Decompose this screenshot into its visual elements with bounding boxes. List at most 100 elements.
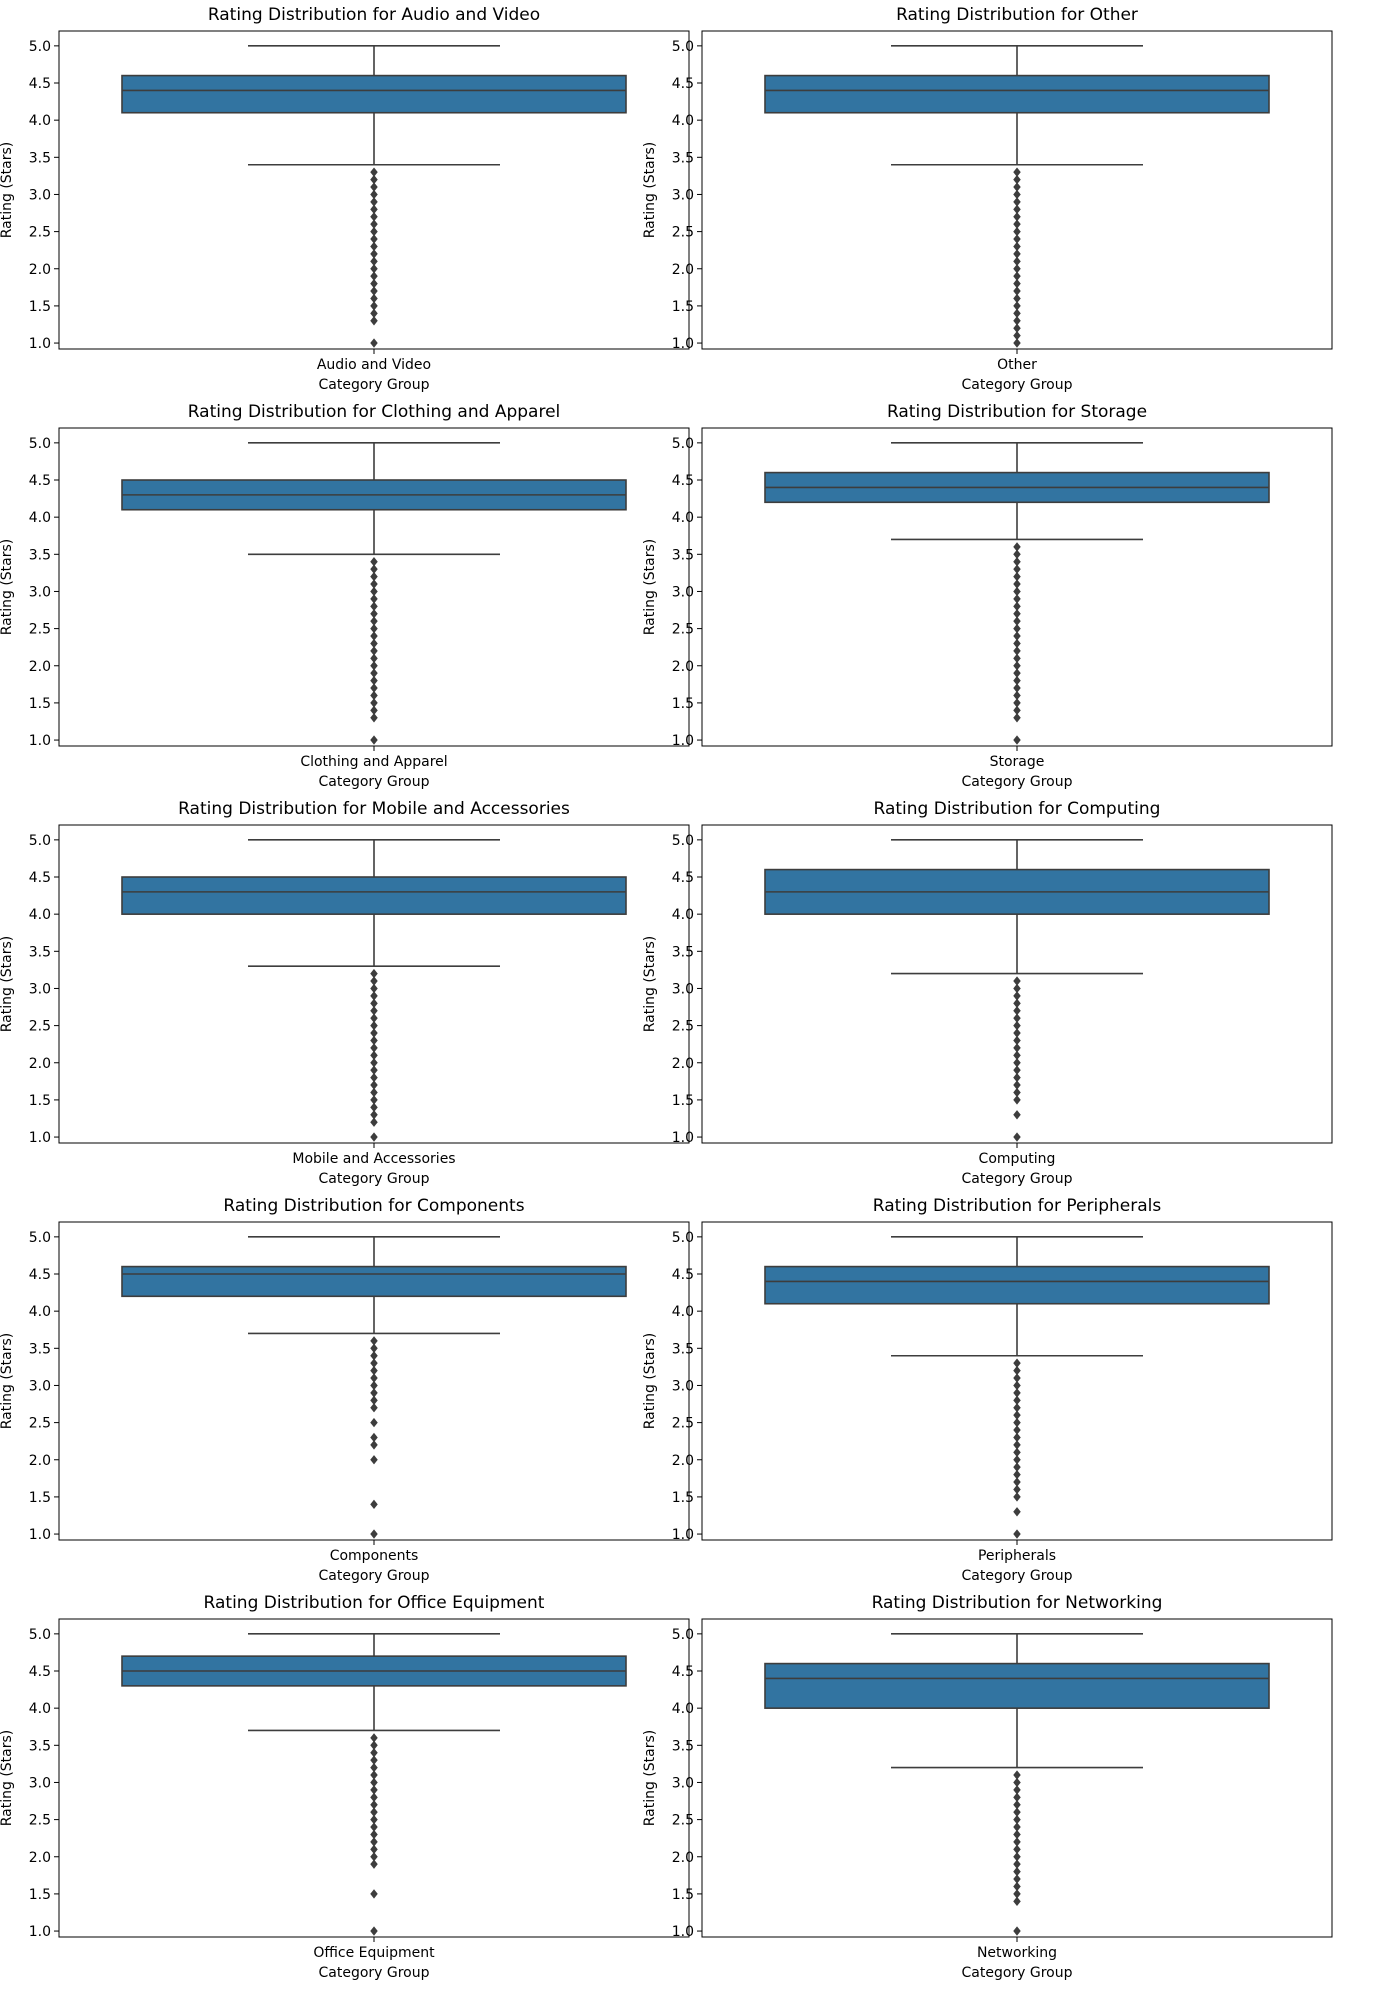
outlier-point [370,1065,378,1075]
outlier-point [1013,661,1021,671]
y-tick-label: 4.0 [672,113,694,129]
y-tick-label: 4.0 [672,510,694,526]
outlier-point [1013,1889,1021,1899]
outlier-point [370,968,378,979]
outlier-point [1013,1050,1021,1061]
outlier-point [1013,1395,1021,1406]
y-tick-label: 4.5 [672,1664,694,1680]
outlier-point [370,1013,378,1023]
x-axis-label: Category Group [961,377,1072,393]
outlier-point [1013,594,1021,604]
y-axis-label: Rating (Stars) [642,936,658,1033]
panel-title: Rating Distribution for Clothing and App… [188,402,561,422]
y-tick-label: 3.0 [672,1775,694,1791]
outlier-point [1013,1455,1021,1465]
outlier-point [370,983,378,994]
y-axis-label: Rating (Stars) [642,142,658,239]
outlier-point [370,1455,378,1465]
outlier-point [370,1365,378,1376]
boxplot-panel: Rating Distribution for Networking 1.0 1.5… [642,1593,1333,1981]
outlier-point [370,278,378,289]
outlier-point [1013,1507,1021,1517]
y-tick-label: 2.5 [672,225,694,241]
outlier-point [370,308,378,319]
outlier-point [370,286,378,296]
outlier-point [370,212,378,222]
x-tick-label: Clothing and Apparel [300,754,447,770]
y-tick-label: 2.0 [672,1056,694,1072]
y-tick-label: 4.0 [672,1701,694,1717]
y-tick-label: 3.0 [29,1378,51,1394]
x-tick-label: Peripherals [978,1548,1056,1564]
outlier-point [370,675,378,686]
y-tick-label: 5.0 [672,1230,694,1246]
outlier-point [370,661,378,671]
y-tick-label: 1.5 [672,299,694,315]
outlier-point [1013,1110,1021,1120]
y-tick-label: 1.0 [29,733,51,749]
outlier-point [370,1380,378,1391]
outlier-point [370,1852,378,1862]
outlier-point [1013,293,1021,304]
outlier-point [1013,1837,1021,1847]
outlier-point [370,594,378,604]
x-tick-label: Audio and Video [317,357,431,373]
panel-title: Rating Distribution for Peripherals [873,1196,1162,1216]
outlier-point [370,1785,378,1795]
outlier-point [370,1403,378,1413]
outlier-point [1013,1800,1021,1810]
boxplot-panel: Rating Distribution for Clothing and App… [0,402,690,790]
outlier-point [370,204,378,214]
outlier-point [370,1343,378,1353]
outlier-point [1013,234,1021,244]
outlier-point [370,174,378,185]
outlier-point [370,998,378,1009]
outlier-point [1013,623,1021,634]
outlier-point [1013,256,1021,267]
y-tick-label: 1.5 [29,696,51,712]
outlier-point [370,638,378,649]
outlier-point [1013,1896,1021,1907]
axes-frame [58,30,690,350]
y-tick-label: 2.0 [29,659,51,675]
outlier-point [370,189,378,200]
outlier-point [370,167,378,177]
y-tick-label: 1.5 [29,1093,51,1109]
outlier-point [1013,1792,1021,1803]
outlier-point [1013,1087,1021,1098]
outlier-point [1013,1785,1021,1795]
outlier-point [1013,1807,1021,1817]
outlier-point [370,249,378,259]
outlier-point [1013,264,1021,274]
x-axis-label: Category Group [961,774,1072,790]
outlier-point [1013,308,1021,319]
y-tick-label: 2.5 [672,1416,694,1432]
outlier-point [370,182,378,192]
x-axis-label: Category Group [318,1568,429,1584]
outlier-point [1013,1484,1021,1495]
outlier-point [1013,683,1021,693]
y-tick-label: 3.0 [672,981,694,997]
outlier-point [370,683,378,693]
outlier-point [1013,219,1021,229]
outlier-point [1013,1020,1021,1031]
y-tick-label: 2.0 [29,1453,51,1469]
outlier-point [1013,1403,1021,1413]
outlier-point [1013,197,1021,207]
panel-title: Rating Distribution for Other [896,5,1138,25]
x-tick-label: Components [330,1548,419,1564]
outlier-point [1013,278,1021,289]
outlier-point [370,1499,378,1510]
y-tick-label: 4.5 [29,870,51,886]
outlier-point [1013,668,1021,678]
outlier-point [1013,338,1021,348]
y-tick-label: 2.5 [672,1813,694,1829]
outlier-point [370,976,378,986]
boxplot-panel: Rating Distribution for Audio and Video 1… [0,5,690,393]
axes-frame [701,1221,1333,1541]
outlier-point [1013,1866,1021,1877]
outlier-point [370,991,378,1001]
outlier-point [370,1117,378,1127]
outlier-point [1013,1477,1021,1487]
y-tick-label: 4.5 [29,1267,51,1283]
